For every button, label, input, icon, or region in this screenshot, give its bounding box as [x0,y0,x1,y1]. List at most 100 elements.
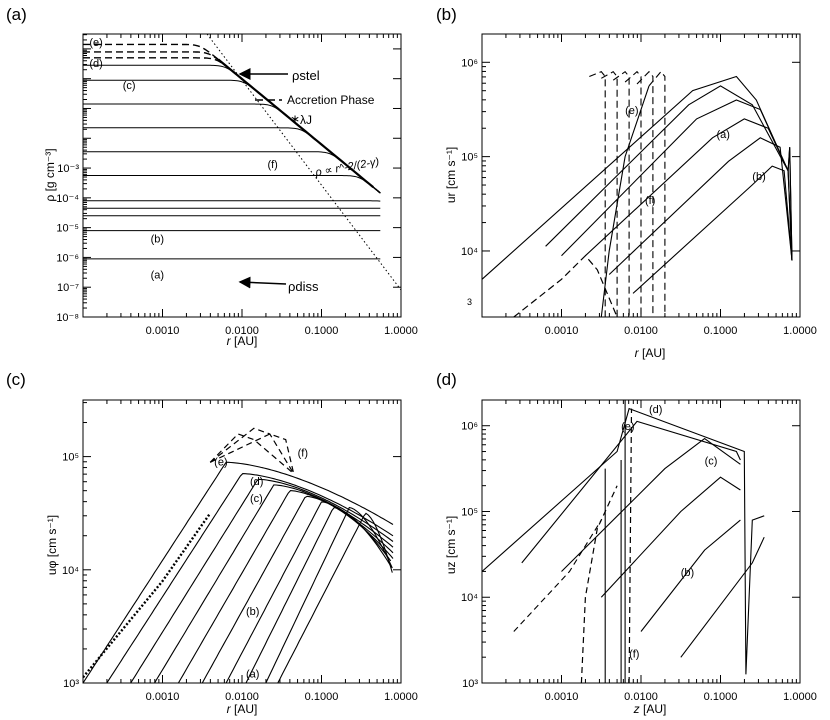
uphi-curve [154,484,394,683]
x-ticks-a: 0.0010 0.0100 0.1000 1.0000 [106,34,418,337]
density-curve [83,175,381,194]
annotations-b: (e) (f) (a) (b) [625,105,766,207]
uphi-curve [106,473,394,683]
curve-label-c: (b) [246,606,259,618]
uphi-accretion-curve [209,433,295,474]
x-ticks-c: 0.0010 0.0100 0.1000 1.0000 [106,400,418,703]
ur-accretion-curve [648,70,666,317]
curve-label-b: (b) [752,171,765,183]
panel-label-c: (c) [6,370,26,389]
y-axis-symbol-b: ur [444,192,458,203]
x-axis-label-c: r [AU] [227,702,258,716]
y-tick-label-d: 10³ [462,678,478,690]
x-tick-label-a: 1.0000 [384,325,418,337]
curve-label-c: (f) [298,448,308,460]
panel-label-d: (d) [436,370,457,389]
panel-label-b: (b) [436,5,457,24]
curve-label-a: (f) [267,159,277,171]
x-tick-label-b: 1.0000 [783,325,817,337]
uphi-curve [83,461,394,683]
y-axis-symbol-a: ρ [43,195,57,202]
curves-a [83,43,381,260]
x-axis-unit-d: [AU] [643,702,666,716]
y-tick-label-a: 10⁻³ [57,163,79,175]
lambda-j-label: λJ [300,113,312,127]
y-tick-label-a: 10⁻⁷ [57,282,79,294]
x-tick-label-d: 1.0000 [783,691,817,703]
curve-label-d: (e) [621,421,634,433]
uz-curve [561,437,741,572]
ur-accretion-curve [636,70,654,317]
x-tick-label-a: 0.0010 [146,325,180,337]
ur-curve [632,165,793,294]
density-envelope [217,58,374,188]
uz-curve [640,519,741,632]
curve-label-a: (d) [89,58,102,70]
plot-frame-d [481,399,801,684]
x-tick-label-b: 0.0010 [545,325,579,337]
y-axis-unit-a: [g cm⁻³] [43,148,57,191]
curve-label-d: (c) [705,455,718,467]
uphi-curve [245,506,392,683]
curve-label-b: (a) [717,129,730,141]
ur-accretion-curve [612,70,630,317]
y-tick-label-c: 10³ [63,678,79,690]
y-tick-label-a: 10⁻⁴ [56,193,79,205]
y-tick-label-c: 10⁵ [62,452,79,464]
accretion-legend-label: Accretion Phase [287,93,375,107]
ur-curve [600,85,650,317]
uphi-curve [201,495,394,683]
curve-label-d: (f) [629,648,639,660]
ur-accretion-curve [601,70,618,317]
y-tick-label-c: 10⁴ [62,565,79,577]
curve-label-d: (b) [681,567,694,579]
curve-label-a: (e) [89,37,102,49]
x-tick-label-d: 0.0100 [624,691,658,703]
y-axis-label-b: ur [cm s⁻¹] [444,147,458,203]
x-axis-unit-b: [AU] [642,346,665,360]
y-ticks-a: 10⁻⁸ 10⁻⁷ 10⁻⁶ 10⁻⁵ 10⁻⁴ 10⁻³ [56,34,401,324]
x-tick-label-c: 1.0000 [384,691,418,703]
y-axis-unit-c: [cm s⁻¹] [45,515,59,557]
x-axis-symbol-b: r [635,346,640,360]
density-curve-c [83,103,381,194]
x-axis-label-b: r [AU] [635,346,666,360]
curve-label-b: (f) [645,195,655,207]
x-axis-symbol-a: r [227,334,232,348]
panel-label-a: (a) [6,5,27,24]
ur-curve [585,118,793,261]
y-tick-label-b: 10⁵ [461,152,478,164]
y-axis-symbol-c: uφ [45,560,59,575]
y-tick-label-b: 10⁶ [461,57,478,69]
uphi-accretion-curve [209,433,295,475]
y-tick-label-d: 10⁴ [461,592,478,604]
density-curve [83,151,381,194]
lambda-j-marker: ∗ [290,112,300,126]
uz-curve [521,420,741,564]
panel-a: 0.0010 0.0100 0.1000 1.0000 10⁻⁸10⁻⁷10⁻⁶10⁻… [43,33,418,348]
curve-label-b: (e) [625,105,638,117]
annotations-c: (e) (f) (d) (c) (b) (a) [214,448,308,681]
curve-label-c: (e) [214,457,227,469]
x-tick-label-b: 0.1000 [704,325,738,337]
x-tick-label-a: 0.1000 [305,325,339,337]
y-tick-label-d: 10⁶ [461,421,478,433]
x-axis-unit-a: [AU] [234,334,257,348]
x-tick-label-a: 0.0100 [225,325,259,337]
uphi-curve [130,478,394,683]
annotations-a: (e) (d) (c) (f) (b) (a) [89,37,277,281]
panel-c: 0.0010 0.0100 0.1000 1.0000 10⁵ 10⁴ 10³ (e) (f… [45,399,418,716]
ur-curve [608,137,793,275]
x-ticks-d: 0.0010 0.0100 0.1000 1.0000 [505,400,817,703]
curves-d [482,400,765,683]
y-axis-unit-d: [cm s⁻¹] [444,516,458,558]
uphi-accretion-curve [209,427,295,474]
uz-curve [600,476,741,598]
curve-label-a: (b) [151,234,164,246]
y-axis-label-d: uz [cm s⁻¹] [444,516,458,574]
y-tick-label-a: 10⁻⁵ [56,223,79,235]
x-axis-label-d: z [AU] [633,702,667,716]
uz-accretion-curve [513,519,602,632]
curve-label-d: (d) [649,404,662,416]
